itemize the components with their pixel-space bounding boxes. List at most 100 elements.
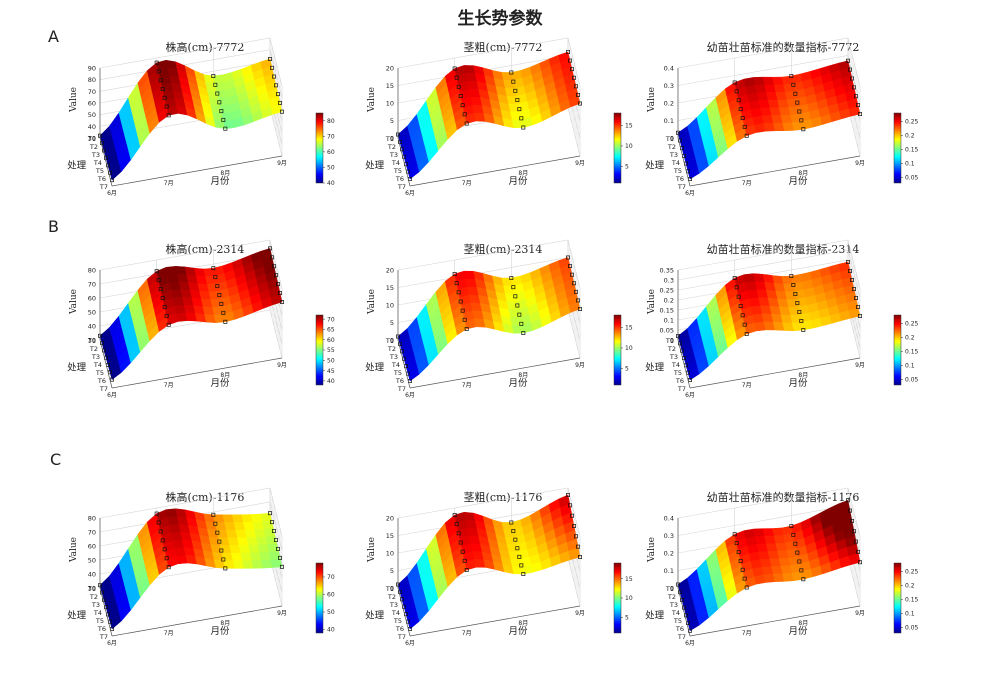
data-point [272, 529, 276, 534]
data-point [460, 308, 465, 313]
data-point [100, 341, 104, 346]
data-point [223, 126, 228, 131]
data-point [852, 85, 856, 90]
month-axis [409, 357, 581, 389]
data-point [166, 565, 171, 570]
treatment-tick-label: T7 [99, 385, 108, 393]
data-point [274, 273, 278, 278]
data-point [521, 125, 526, 130]
axes [99, 518, 283, 637]
data-point [166, 322, 171, 327]
data-point [164, 313, 169, 318]
data-point [678, 590, 682, 595]
colorbar-tick-label: 0.05 [905, 625, 919, 632]
colorbar-tick-label: 60 [327, 337, 335, 344]
data-point [221, 117, 226, 122]
treatment-tick-label: T7 [99, 633, 108, 641]
z-tick-label: 0.05 [660, 327, 674, 335]
colorbar-tick-label: 0.2 [905, 133, 915, 140]
z-tick-label: 0 [670, 135, 674, 143]
treatment-tick-label: T7 [677, 633, 686, 641]
treatment-tick-label: T1 [665, 337, 674, 345]
charts-group: 株高(cm)-777230405060708090ValueT1T2T3T4T5… [67, 37, 919, 647]
surface-mesh [677, 499, 861, 632]
treatment-axis-label: 处理 [365, 609, 385, 621]
month-tick-label: 9月 [575, 362, 585, 369]
z-tick-label: 70 [88, 281, 96, 289]
data-point [400, 597, 404, 602]
month-tick-label: 8月 [220, 620, 230, 627]
z-tick-label: 10 [386, 302, 394, 310]
colorbar-tick-label: 5 [625, 366, 629, 373]
treatment-tick-label: T1 [665, 135, 674, 143]
month-tick-label: 9月 [855, 160, 865, 167]
colorbar-tick-label: 45 [327, 368, 335, 375]
treatment-axis [677, 137, 691, 187]
data-point [458, 299, 463, 304]
data-point [158, 529, 163, 534]
colorbar-tick-label: 50 [327, 357, 335, 364]
month-tick-label: 9月 [277, 362, 287, 369]
colorbar-tick-label: 0.25 [905, 321, 919, 328]
surface-patch [568, 547, 581, 561]
data-point [854, 94, 858, 99]
data-point [789, 274, 794, 278]
z-tick-label: 0.4 [664, 65, 674, 73]
data-point [464, 121, 469, 126]
z-tick-label: 60 [88, 543, 96, 551]
treatment-tick-label: T6 [395, 625, 404, 633]
colorbar [315, 112, 324, 184]
z-tick-label: 0.1 [664, 567, 674, 575]
z-tick-label: 15 [386, 532, 394, 540]
month-axis-label: 月份 [508, 377, 528, 389]
z-tick-label: 0 [670, 585, 674, 593]
data-point [848, 67, 852, 72]
data-point [799, 118, 804, 123]
colorbar [893, 562, 902, 634]
data-point [734, 89, 739, 94]
treatment-tick-label: T7 [397, 183, 406, 191]
data-point [219, 109, 224, 114]
treatment-axis-label: 处理 [67, 361, 87, 373]
data-point [215, 284, 220, 289]
z-tick-label: 80 [88, 267, 96, 275]
data-point [799, 568, 804, 573]
z-tick-label: 20 [386, 65, 394, 73]
month-tick-label: 6月 [685, 392, 695, 399]
surface-patch [782, 572, 795, 582]
colorbar-tick-label: 0.1 [905, 161, 915, 168]
month-tick-label: 8月 [798, 170, 808, 177]
data-point [678, 341, 682, 346]
data-point [452, 66, 457, 71]
data-point [452, 513, 457, 517]
treatment-tick-label: T4 [671, 361, 680, 369]
z-tick-label: 0.35 [660, 267, 674, 275]
data-point [570, 513, 574, 518]
surface-patch [267, 543, 279, 553]
colorbar-tick-label: 80 [327, 118, 335, 125]
data-point [268, 57, 272, 61]
data-point [795, 100, 800, 105]
data-point [454, 75, 459, 80]
month-tick-label: 6月 [405, 640, 415, 647]
z-tick-label: 5 [390, 117, 394, 125]
data-point [213, 521, 218, 526]
surface-patch [261, 520, 274, 530]
z-tick-label: 80 [88, 76, 96, 84]
data-point [736, 294, 741, 299]
z-tick-label: 10 [386, 550, 394, 558]
treatment-axis-label: 处理 [645, 609, 665, 621]
treatment-tick-label: T5 [673, 617, 682, 625]
surface-patch [265, 535, 278, 545]
data-point [462, 112, 467, 117]
month-tick-label: 6月 [405, 190, 415, 197]
chart-title: 幼苗壮苗标准的数量指标-2314 [707, 242, 860, 256]
month-tick-label: 8月 [220, 170, 230, 177]
z-axis-label: Value [367, 289, 377, 315]
z-tick-label: 0.3 [664, 82, 674, 90]
surface-patch [210, 298, 223, 308]
data-point [164, 104, 169, 109]
data-point [511, 285, 516, 290]
colorbar-tick-label: 5 [625, 615, 629, 622]
